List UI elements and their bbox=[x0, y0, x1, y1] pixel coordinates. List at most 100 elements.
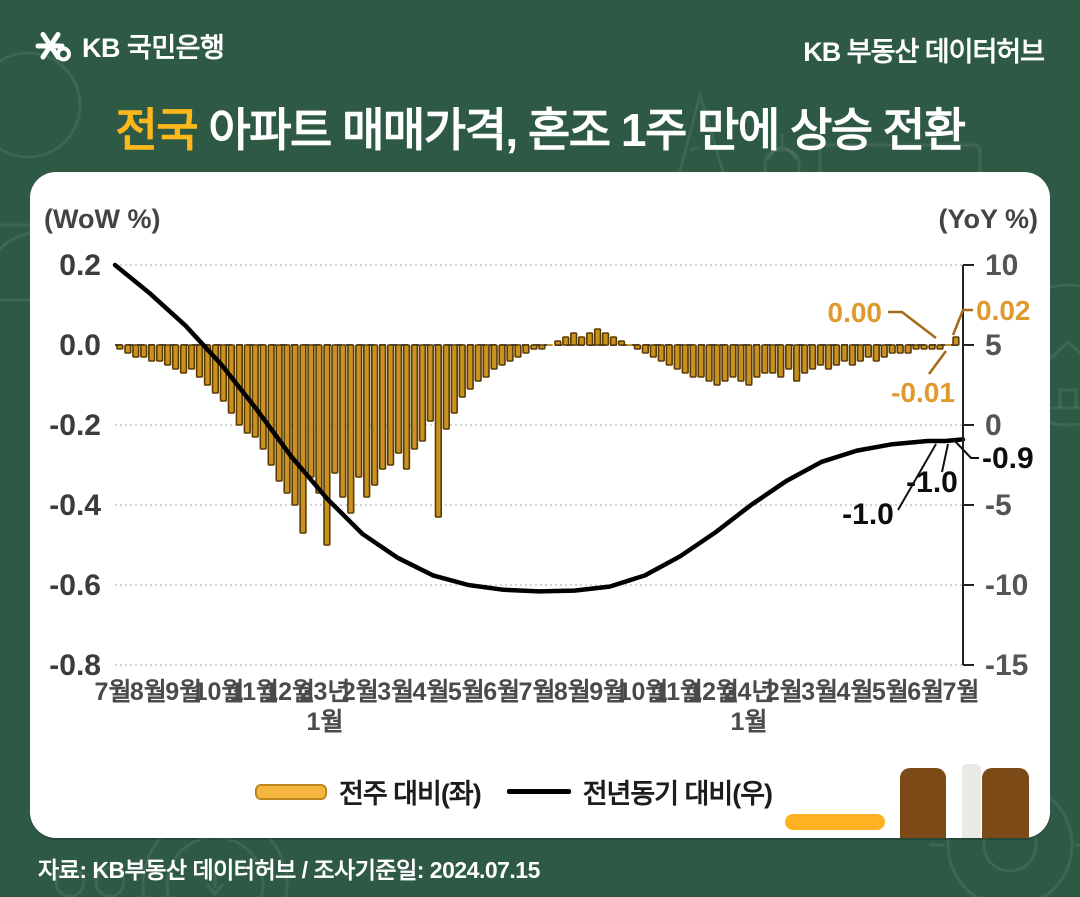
bar-annotation: -0.01 bbox=[891, 377, 955, 408]
line-annotation-callout bbox=[941, 443, 949, 473]
bar bbox=[570, 332, 578, 346]
month-label: 8월 bbox=[130, 678, 167, 706]
bar bbox=[785, 344, 793, 370]
month-label: 23년 bbox=[300, 678, 351, 706]
bar bbox=[840, 344, 849, 362]
bar bbox=[418, 344, 427, 442]
legend-item-line: 전년동기 대비(우) bbox=[506, 772, 773, 811]
bar bbox=[848, 344, 857, 366]
bar bbox=[530, 344, 538, 350]
bar bbox=[777, 344, 785, 378]
bar bbox=[912, 344, 920, 350]
bar bbox=[211, 344, 220, 394]
bar-annotation-callout bbox=[927, 350, 948, 375]
bar bbox=[601, 332, 610, 346]
bar bbox=[315, 344, 323, 494]
bar bbox=[402, 344, 411, 470]
bar bbox=[163, 344, 172, 366]
bar bbox=[450, 344, 458, 414]
month-label: 6월 bbox=[907, 678, 944, 706]
bar bbox=[291, 344, 299, 506]
legend-line-label: 전년동기 대비(우) bbox=[582, 779, 773, 809]
bar bbox=[554, 340, 562, 346]
bar bbox=[514, 344, 522, 358]
bar bbox=[816, 344, 825, 366]
right-tick-label: -5 bbox=[985, 489, 1012, 522]
bar bbox=[370, 344, 379, 486]
bar bbox=[179, 344, 188, 374]
bar bbox=[617, 340, 626, 346]
bar bbox=[355, 344, 363, 478]
month-label: 6월 bbox=[483, 678, 520, 706]
bar-series bbox=[116, 328, 960, 546]
left-tick-label: -0.2 bbox=[49, 409, 101, 442]
bar bbox=[753, 344, 761, 378]
month-label: 2월 bbox=[342, 678, 379, 706]
bar bbox=[466, 344, 474, 390]
month-sub-label: 1월 bbox=[307, 708, 344, 736]
bar bbox=[474, 344, 482, 382]
chart-card: 10 5 0 -5 -10 -15 0.2 0.0 -0.2 -0.4 -0.6 -0.8 (WoW %… bbox=[30, 172, 1050, 838]
bar bbox=[347, 344, 355, 514]
kb-star-icon bbox=[35, 31, 71, 61]
month-label: 12월 bbox=[688, 678, 739, 706]
month-label: 4월 bbox=[837, 678, 874, 706]
bar bbox=[697, 344, 705, 378]
bar bbox=[681, 344, 689, 374]
bar-swatch-icon bbox=[255, 783, 327, 800]
left-axis-caption: (WoW %) bbox=[44, 204, 160, 234]
bar bbox=[538, 344, 546, 350]
bar bbox=[148, 344, 156, 362]
right-axis-caption: (YoY %) bbox=[938, 204, 1038, 234]
bar bbox=[792, 344, 801, 382]
month-label: 11월 bbox=[654, 678, 703, 706]
bar bbox=[482, 344, 490, 378]
bar-annotation-callout bbox=[888, 310, 937, 339]
bar bbox=[665, 344, 673, 366]
bar bbox=[649, 344, 658, 358]
bar bbox=[522, 344, 530, 354]
month-label: 7월 bbox=[943, 678, 980, 706]
bar bbox=[745, 344, 753, 386]
yoy-line bbox=[112, 262, 966, 594]
bar bbox=[952, 336, 960, 346]
line-annotation-callout bbox=[952, 438, 979, 459]
bar bbox=[945, 344, 951, 346]
bar bbox=[880, 344, 888, 358]
bar bbox=[283, 344, 291, 494]
month-label: 9월 bbox=[589, 678, 626, 706]
month-label: 10월 bbox=[194, 678, 245, 706]
month-label: 5월 bbox=[872, 678, 909, 706]
bar bbox=[243, 344, 251, 434]
bar bbox=[490, 344, 498, 370]
bar bbox=[339, 344, 347, 498]
bar bbox=[705, 344, 713, 382]
right-tick-label: -10 bbox=[985, 569, 1028, 602]
line-swatch-icon bbox=[506, 789, 571, 794]
line-annotation: -0.9 bbox=[982, 442, 1034, 475]
bar bbox=[363, 344, 371, 498]
bar bbox=[378, 344, 387, 470]
bar-annotation-callout bbox=[951, 308, 973, 336]
bar bbox=[307, 344, 315, 478]
bar bbox=[546, 344, 553, 346]
month-label: 7월 bbox=[95, 678, 132, 706]
bar bbox=[824, 344, 833, 370]
combo-chart: 10 5 0 -5 -10 -15 0.2 0.0 -0.2 -0.4 -0.6 -0.8 (WoW %… bbox=[44, 204, 1038, 736]
line-annotation-callout bbox=[897, 443, 937, 511]
bar bbox=[896, 344, 904, 354]
legend-item-bar: 전주 대비(좌) bbox=[255, 772, 482, 811]
line-annotation: -1.0 bbox=[842, 498, 894, 531]
legend-bar-label: 전주 대비(좌) bbox=[339, 779, 482, 809]
month-label: 5월 bbox=[448, 678, 485, 706]
bar bbox=[657, 344, 665, 362]
month-label: 10월 bbox=[618, 678, 669, 706]
bar bbox=[609, 336, 618, 346]
bar bbox=[458, 344, 466, 398]
left-tick-label: 0.0 bbox=[59, 329, 101, 362]
bar bbox=[872, 344, 880, 362]
bar bbox=[251, 344, 259, 438]
line-annotation: -1.0 bbox=[906, 466, 958, 499]
title-highlight: 전국 bbox=[115, 104, 198, 156]
left-tick-label: -0.8 bbox=[49, 649, 101, 682]
